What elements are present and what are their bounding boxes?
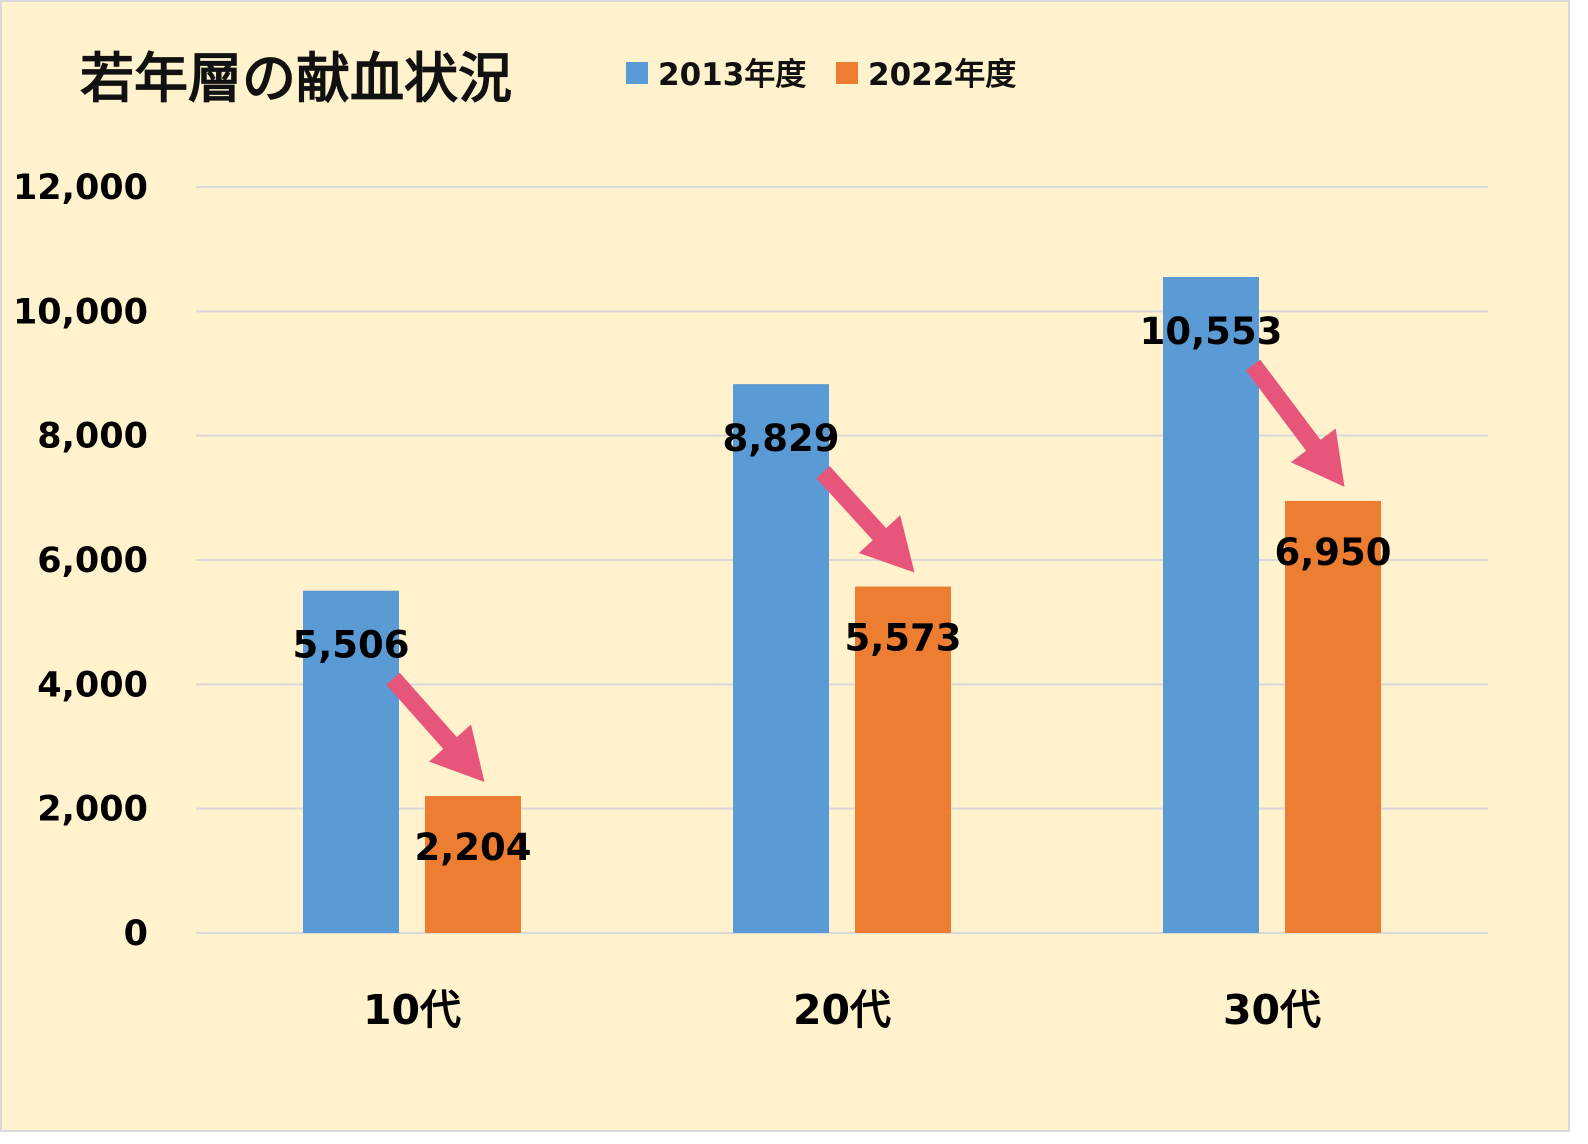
legend-label-2022: 2022年度	[868, 57, 1016, 93]
y-tick-label: 10,000	[13, 292, 148, 332]
bar-chart: 若年層の献血状況 2013年度 2022年度 0 2,000 4,000 6,000 8…	[13, 47, 1488, 1034]
legend-swatch-2022	[836, 62, 858, 84]
chart-frame: 若年層の献血状況 2013年度 2022年度 0 2,000 4,000 6,000 8…	[0, 0, 1570, 1132]
data-label: 6,950	[1274, 531, 1391, 574]
bar-2022年度-10代	[425, 795, 521, 933]
gridlines	[196, 186, 1488, 934]
legend-swatch-2013	[626, 62, 648, 84]
bars	[303, 276, 1381, 933]
bar-2013年度-10代	[303, 590, 399, 933]
y-tick-label: 8,000	[37, 417, 148, 457]
y-tick-label: 0	[124, 914, 148, 954]
chart-title: 若年層の献血状況	[80, 47, 512, 110]
y-tick-label: 4,000	[37, 665, 148, 705]
data-labels: 5,506 8,829 10,553 2,204 5,573 6,950	[292, 310, 1391, 869]
bar-2022年度-30代	[1285, 500, 1381, 933]
bar-2013年度-30代	[1163, 276, 1259, 933]
y-tick-label: 6,000	[37, 541, 148, 581]
y-tick-label: 12,000	[13, 168, 148, 208]
arrows	[386, 359, 1345, 782]
legend: 2013年度 2022年度	[626, 57, 1016, 93]
bar-2013年度-20代	[733, 384, 829, 933]
data-label: 5,506	[292, 624, 409, 667]
x-category-label: 30代	[1223, 986, 1321, 1034]
data-label: 5,573	[844, 617, 961, 660]
x-category-label: 10代	[363, 986, 461, 1034]
x-axis-categories: 10代 20代 30代	[363, 986, 1321, 1034]
decrease-arrow-icon	[386, 672, 485, 782]
data-label: 2,204	[414, 826, 531, 869]
data-label: 8,829	[722, 417, 839, 460]
legend-label-2013: 2013年度	[658, 57, 806, 93]
decrease-arrow-icon	[816, 466, 915, 573]
decrease-arrow-icon	[1245, 359, 1345, 487]
data-label: 10,553	[1140, 310, 1283, 353]
bar-2022年度-20代	[855, 586, 951, 933]
y-axis-ticks: 0 2,000 4,000 6,000 8,000 10,000 12,000	[13, 168, 148, 954]
x-category-label: 20代	[793, 986, 891, 1034]
y-tick-label: 2,000	[37, 790, 148, 830]
